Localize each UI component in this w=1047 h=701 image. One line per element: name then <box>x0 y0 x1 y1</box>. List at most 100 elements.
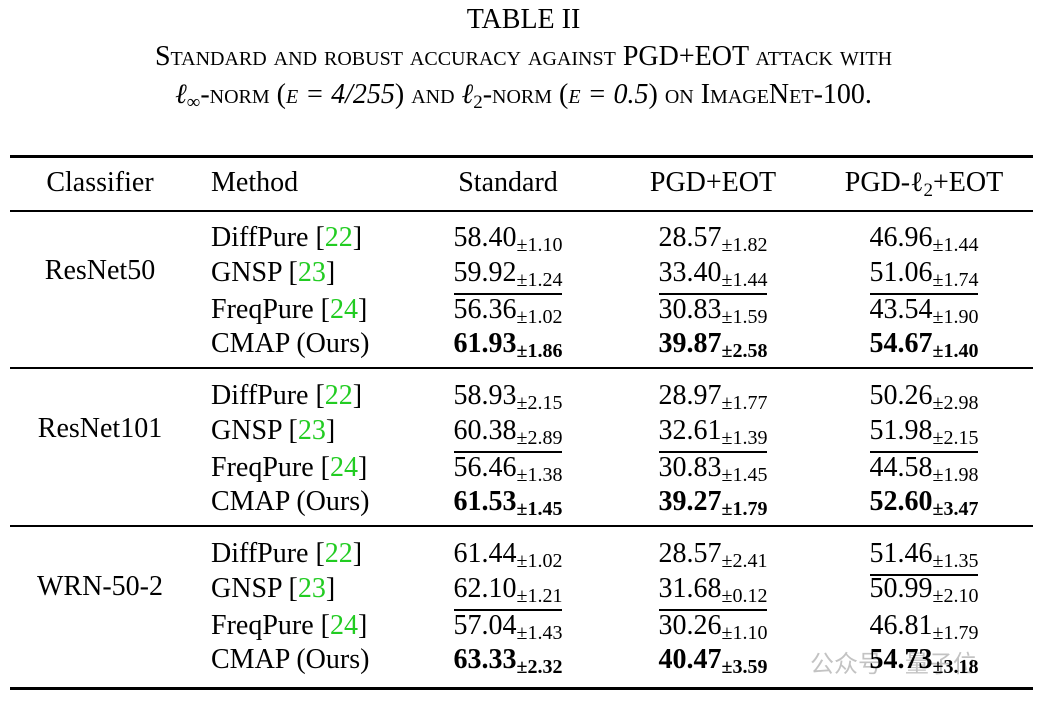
header-part: +EOT <box>933 167 1004 198</box>
cell-content: 50.26±2.98 <box>870 379 979 418</box>
watermark: 公众号 · 量子位 <box>810 650 977 678</box>
std: ±1.44 <box>721 269 768 291</box>
method: GNSP [23] <box>211 256 335 290</box>
cell-content: 60.38±2.89 <box>453 414 563 453</box>
cell-content: 28.57±1.82 <box>659 221 768 260</box>
caption-line: ℓ∞-norm (ϵ = 4/255) and ℓ2-norm (ϵ = 0.5… <box>0 78 1047 112</box>
cell: 30.83±1.45 <box>623 451 803 490</box>
value: 44.58 <box>869 452 933 483</box>
method-part: GNSP [ <box>211 573 298 604</box>
cell-content: 61.53±1.45 <box>454 485 563 524</box>
cell: 46.96±1.44 <box>834 221 1014 260</box>
top-rule <box>10 155 1033 158</box>
cell: 50.26±2.98 <box>834 379 1014 418</box>
std: ±1.02 <box>516 550 563 572</box>
reference: 24 <box>329 452 358 483</box>
method-part: ] <box>325 257 336 288</box>
cell: 28.57±1.82 <box>623 221 803 260</box>
caption-part: ℓ <box>175 79 187 110</box>
cell-content: 30.83±1.45 <box>659 451 768 490</box>
caption-part: ) on ImageNet-100. <box>648 79 872 110</box>
value: 54.73 <box>869 644 933 675</box>
std: ±1.79 <box>932 622 979 644</box>
value: 28.97 <box>658 380 722 411</box>
value: 54.67 <box>869 328 933 359</box>
std: ±2.15 <box>932 427 979 449</box>
cell: 28.57±2.41 <box>623 537 803 576</box>
group-rule <box>10 367 1033 369</box>
cell: 56.36±1.02 <box>418 293 598 332</box>
cell-content: 28.57±2.41 <box>659 537 768 576</box>
cell: 33.40±1.44 <box>623 256 803 295</box>
value: 57.04 <box>453 610 517 641</box>
value: 61.44 <box>453 538 517 569</box>
std: ±3.18 <box>932 656 979 678</box>
cell: 57.04±1.43 <box>418 609 598 648</box>
cell-content: 56.46±1.38 <box>454 451 563 490</box>
cell: 63.33±2.32 <box>418 643 598 682</box>
reference: 23 <box>297 573 326 604</box>
cell-content: 54.67±1.40 <box>870 327 979 366</box>
cell-content: 46.96±1.44 <box>870 221 979 260</box>
cell-content: 59.92±1.24 <box>453 256 563 295</box>
method-part: DiffPure [ <box>211 538 325 569</box>
method-part: DiffPure [ <box>211 380 325 411</box>
cell-content: 61.44±1.02 <box>454 537 563 576</box>
cell: 30.26±1.10 <box>623 609 803 648</box>
cell-content: 32.61±1.39 <box>658 414 768 453</box>
method-part: GNSP [ <box>211 415 298 446</box>
method-part: ] <box>352 538 363 569</box>
method-part: CMAP (Ours) <box>211 328 370 359</box>
value: 52.60 <box>869 486 933 517</box>
cell-content: 56.36±1.02 <box>454 293 563 332</box>
cell-content: 43.54±1.90 <box>870 293 979 332</box>
column-header: Classifier <box>46 167 154 198</box>
cell-content: 31.68±0.12 <box>658 572 768 611</box>
cell-content: 30.83±1.59 <box>659 293 768 332</box>
table-title: TABLE II <box>466 4 581 35</box>
cell: 51.98±2.15 <box>834 414 1014 453</box>
method-part: ] <box>325 415 336 446</box>
reference: 22 <box>324 538 353 569</box>
cell: 61.93±1.86 <box>418 327 598 366</box>
value: 28.57 <box>658 538 722 569</box>
std: ±1.45 <box>721 464 768 486</box>
cell-content: 63.33±2.32 <box>454 643 563 682</box>
method: DiffPure [22] <box>211 221 362 255</box>
cell: 52.60±3.47 <box>834 485 1014 524</box>
method-part: ] <box>352 380 363 411</box>
reference: 23 <box>297 415 326 446</box>
std: ±2.15 <box>516 392 563 414</box>
method: DiffPure [22] <box>211 379 362 413</box>
column-header: Standard <box>458 167 558 198</box>
value: 28.57 <box>658 222 722 253</box>
method-part: CMAP (Ours) <box>211 644 370 675</box>
cell-content: 51.06±1.74 <box>869 256 979 295</box>
caption-part: 2 <box>473 92 483 113</box>
column-header: Method <box>211 167 299 198</box>
cell: 51.06±1.74 <box>834 256 1014 295</box>
value: 58.93 <box>453 380 517 411</box>
std: ±1.98 <box>932 464 979 486</box>
std: ±1.77 <box>721 392 768 414</box>
method: CMAP (Ours) <box>211 485 369 519</box>
std: ±1.39 <box>721 427 768 449</box>
cell-content: 50.99±2.10 <box>870 572 979 611</box>
std: ±2.89 <box>516 427 563 449</box>
std: ±1.02 <box>516 306 563 328</box>
cell: 50.99±2.10 <box>834 572 1014 611</box>
bottom-rule <box>10 687 1033 690</box>
reference: 24 <box>329 610 358 641</box>
cell-content: 39.87±2.58 <box>659 327 768 366</box>
caption-line: Standard and robust accuracy against PGD… <box>154 41 893 72</box>
cell-content: 33.40±1.44 <box>658 256 768 295</box>
value: 63.33 <box>453 644 517 675</box>
std: ±1.21 <box>516 585 563 607</box>
classifier: WRN-50-2 <box>37 571 163 602</box>
value: 61.53 <box>453 486 517 517</box>
value: 30.83 <box>658 294 722 325</box>
cell: 60.38±2.89 <box>418 414 598 453</box>
std: ±1.44 <box>932 234 979 256</box>
std: ±1.59 <box>721 306 768 328</box>
